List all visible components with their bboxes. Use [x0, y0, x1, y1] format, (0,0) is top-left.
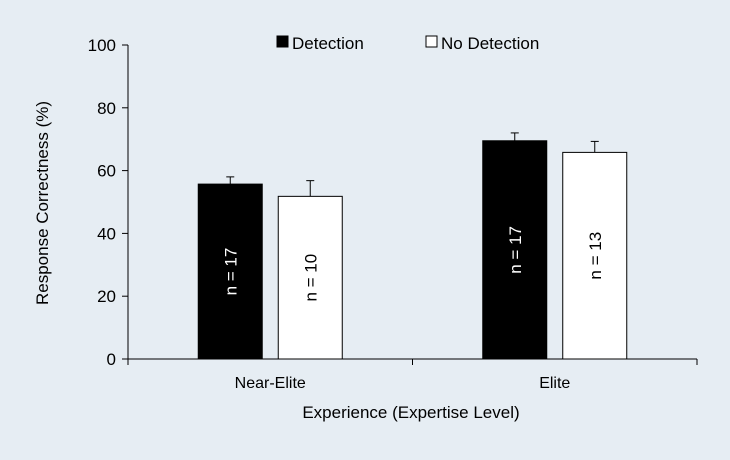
- legend: Detection No Detection: [276, 34, 539, 53]
- legend-swatch: [276, 35, 289, 48]
- y-tick-label: 100: [88, 36, 116, 55]
- y-tick-label: 40: [97, 224, 116, 243]
- y-tick-label: 60: [97, 162, 116, 181]
- bar-count-label: n = 17: [221, 248, 240, 296]
- y-axis-tick-labels: 0 20 40 60 80 100: [88, 36, 116, 369]
- bar-no-detection: [277, 195, 343, 360]
- y-tick-label: 20: [97, 287, 116, 306]
- x-tick-label: Elite: [539, 375, 570, 392]
- legend-swatch: [425, 35, 438, 48]
- bars: [197, 140, 628, 360]
- y-tick-label: 80: [97, 99, 116, 118]
- x-axis-category-ticks: [127, 359, 698, 365]
- x-tick-label: Near-Elite: [235, 375, 306, 392]
- y-tick-label: 0: [107, 350, 116, 369]
- bar-count-labels: n = 17 n = 10 n = 17 n = 13: [221, 226, 605, 302]
- legend-label: Detection: [292, 34, 364, 53]
- error-bars: [226, 132, 599, 197]
- y-axis-label: Response Correctness (%): [33, 101, 52, 305]
- x-axis-tick-labels: Near-Elite Elite: [235, 375, 571, 392]
- y-axis-ticks: [122, 44, 128, 360]
- bar-count-label: n = 17: [506, 226, 525, 274]
- bar-count-label: n = 13: [586, 232, 605, 280]
- legend-label: No Detection: [441, 34, 539, 53]
- bar-count-label: n = 10: [301, 254, 320, 302]
- bar-detection: [482, 140, 548, 360]
- x-axis-label: Experience (Expertise Level): [302, 403, 519, 422]
